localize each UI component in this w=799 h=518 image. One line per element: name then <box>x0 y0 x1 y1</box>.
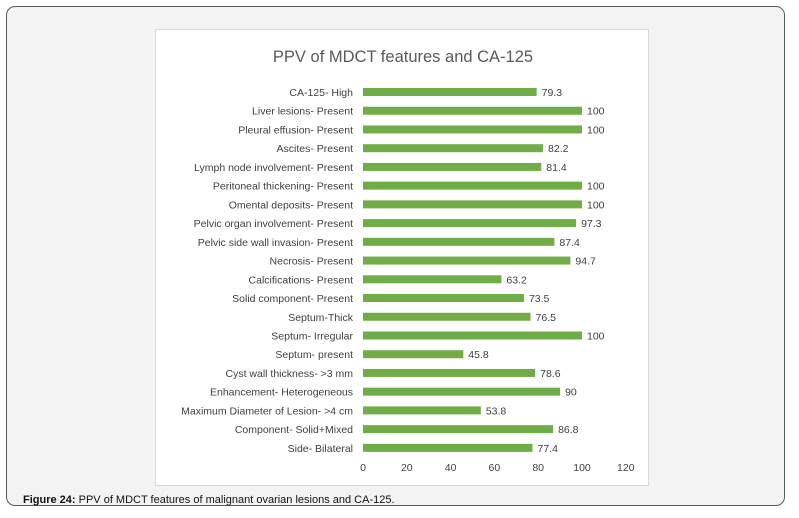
x-tick-label: 80 <box>532 462 544 474</box>
chart-area: PPV of MDCT features and CA-125 CA-125- … <box>155 29 649 486</box>
category-label: Calcifications- Present <box>249 274 354 286</box>
bar <box>363 331 582 340</box>
bar <box>363 125 582 134</box>
category-label: Enhancement- Heterogeneous <box>210 387 353 399</box>
bar <box>363 443 533 452</box>
category-label: Peritoneal thickening- Present <box>213 181 353 193</box>
category-label: Omental deposits- Present <box>229 199 353 211</box>
value-label: 90 <box>565 387 577 399</box>
bar <box>363 406 481 415</box>
category-label: Solid component- Present <box>232 293 353 305</box>
bar <box>363 387 561 396</box>
category-label: Septum- present <box>275 349 353 361</box>
category-label: Side- Bilateral <box>288 443 353 455</box>
figure-caption-label: Figure 24: <box>23 494 76 506</box>
category-label: Ascites- Present <box>277 143 354 155</box>
bar <box>363 181 582 190</box>
value-label: 45.8 <box>468 349 489 361</box>
value-label: 73.5 <box>529 293 550 305</box>
category-label: Cyst wall thickness- >3 mm <box>226 368 354 380</box>
chart-title: PPV of MDCT features and CA-125 <box>273 48 533 66</box>
value-label: 76.5 <box>536 312 557 324</box>
bar <box>363 312 531 321</box>
x-tick-label: 60 <box>489 462 501 474</box>
value-label: 100 <box>587 199 605 211</box>
value-label: 82.2 <box>548 143 569 155</box>
bar <box>363 294 524 303</box>
bar <box>363 106 582 115</box>
value-label: 87.4 <box>559 237 580 249</box>
x-axis-ticks: 0 20 40 60 80 100 120 <box>360 462 635 474</box>
bar <box>363 256 571 265</box>
figure-caption-text: PPV of MDCT features of malignant ovaria… <box>75 494 395 506</box>
value-label: 53.8 <box>486 405 507 417</box>
bar <box>363 162 542 171</box>
x-tick-label: 40 <box>445 462 457 474</box>
bar <box>363 237 555 246</box>
bar <box>363 425 554 434</box>
category-label: Septum- Irregular <box>271 330 353 342</box>
category-label: Pelvic organ involvement- Present <box>194 218 353 230</box>
category-label: Lymph node involvement- Present <box>194 162 353 174</box>
bar <box>363 219 577 228</box>
bar <box>363 200 582 209</box>
value-label: 77.4 <box>538 443 559 455</box>
category-label: Pleural effusion- Present <box>238 124 353 136</box>
category-label: Component- Solid+Mixed <box>235 424 353 436</box>
category-label: CA-125- High <box>289 87 353 99</box>
value-label: 97.3 <box>581 218 602 230</box>
x-tick-label: 0 <box>360 462 366 474</box>
bar <box>363 275 502 284</box>
x-tick-label: 100 <box>573 462 591 474</box>
value-label: 94.7 <box>575 256 596 268</box>
value-label: 100 <box>587 106 605 118</box>
x-tick-label: 20 <box>401 462 413 474</box>
category-label: Maximum Diameter of Lesion- >4 cm <box>181 405 353 417</box>
category-label: Necrosis- Present <box>270 256 354 268</box>
bar <box>363 368 536 377</box>
value-label: 81.4 <box>546 162 567 174</box>
value-label: 63.2 <box>506 274 527 286</box>
bars-layer: CA-125- High 79.3 Liver lesions- Present 10… <box>181 87 605 455</box>
category-label: Liver lesions- Present <box>252 106 353 118</box>
figure-caption: Figure 24: PPV of MDCT features of malig… <box>23 494 395 506</box>
value-label: 79.3 <box>542 87 563 99</box>
value-label: 78.6 <box>540 368 561 380</box>
category-label: Pelvic side wall invasion- Present <box>198 237 353 249</box>
value-label: 86.8 <box>558 424 579 436</box>
figure-frame: PPV of MDCT features and CA-125 CA-125- … <box>6 6 785 506</box>
bar <box>363 144 544 153</box>
category-label: Septum-Thick <box>288 312 354 324</box>
bar <box>363 88 537 96</box>
value-label: 100 <box>587 124 605 136</box>
bar-chart: PPV of MDCT features and CA-125 CA-125- … <box>181 48 635 474</box>
value-label: 100 <box>587 181 605 193</box>
bar <box>363 350 464 359</box>
x-tick-label: 120 <box>617 462 635 474</box>
value-label: 100 <box>587 330 605 342</box>
